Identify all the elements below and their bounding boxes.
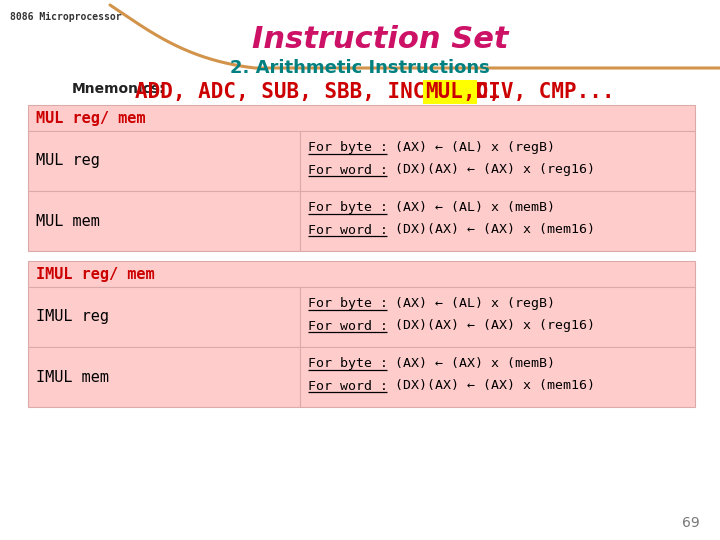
Text: MUL reg/ mem: MUL reg/ mem bbox=[36, 111, 145, 125]
Bar bbox=[300, 347, 695, 407]
Bar bbox=[28, 287, 300, 347]
Text: For word :: For word : bbox=[308, 320, 388, 333]
Text: MUL reg: MUL reg bbox=[36, 153, 100, 168]
Bar bbox=[300, 287, 695, 347]
Text: (AX) ← (AX) x (memB): (AX) ← (AX) x (memB) bbox=[387, 357, 555, 370]
Text: 2. Arithmetic Instructions: 2. Arithmetic Instructions bbox=[230, 59, 490, 77]
Bar bbox=[300, 131, 695, 191]
Text: For byte :: For byte : bbox=[308, 357, 388, 370]
Bar bbox=[300, 191, 695, 251]
Text: DIV, CMP...: DIV, CMP... bbox=[463, 82, 614, 102]
Text: For byte :: For byte : bbox=[308, 141, 388, 154]
Bar bbox=[28, 347, 300, 407]
Text: MUL mem: MUL mem bbox=[36, 213, 100, 228]
Text: (DX)(AX) ← (AX) x (mem16): (DX)(AX) ← (AX) x (mem16) bbox=[387, 224, 595, 237]
Text: 69: 69 bbox=[683, 516, 700, 530]
Text: IMUL mem: IMUL mem bbox=[36, 369, 109, 384]
Bar bbox=[28, 261, 695, 287]
Text: (AX) ← (AL) x (regB): (AX) ← (AL) x (regB) bbox=[387, 298, 555, 310]
Bar bbox=[28, 105, 695, 131]
Text: ADD, ADC, SUB, SBB, INC, DEC,: ADD, ADC, SUB, SBB, INC, DEC, bbox=[135, 82, 514, 102]
Text: Instruction Set: Instruction Set bbox=[252, 25, 508, 54]
Text: MUL,: MUL, bbox=[425, 82, 475, 102]
Text: (AX) ← (AL) x (memB): (AX) ← (AL) x (memB) bbox=[387, 201, 555, 214]
Text: Mnemonics:: Mnemonics: bbox=[72, 82, 166, 96]
Bar bbox=[28, 131, 300, 191]
Text: For byte :: For byte : bbox=[308, 201, 388, 214]
Text: IMUL reg: IMUL reg bbox=[36, 309, 109, 325]
Text: IMUL reg/ mem: IMUL reg/ mem bbox=[36, 267, 155, 281]
Text: 8086 Microprocessor: 8086 Microprocessor bbox=[10, 12, 122, 22]
Text: (DX)(AX) ← (AX) x (reg16): (DX)(AX) ← (AX) x (reg16) bbox=[387, 164, 595, 177]
Text: For word :: For word : bbox=[308, 164, 388, 177]
Text: (DX)(AX) ← (AX) x (reg16): (DX)(AX) ← (AX) x (reg16) bbox=[387, 320, 595, 333]
Text: (DX)(AX) ← (AX) x (mem16): (DX)(AX) ← (AX) x (mem16) bbox=[387, 380, 595, 393]
Text: For byte :: For byte : bbox=[308, 298, 388, 310]
Text: For word :: For word : bbox=[308, 224, 388, 237]
Text: (AX) ← (AL) x (regB): (AX) ← (AL) x (regB) bbox=[387, 141, 555, 154]
Text: For word :: For word : bbox=[308, 380, 388, 393]
Bar bbox=[28, 191, 300, 251]
